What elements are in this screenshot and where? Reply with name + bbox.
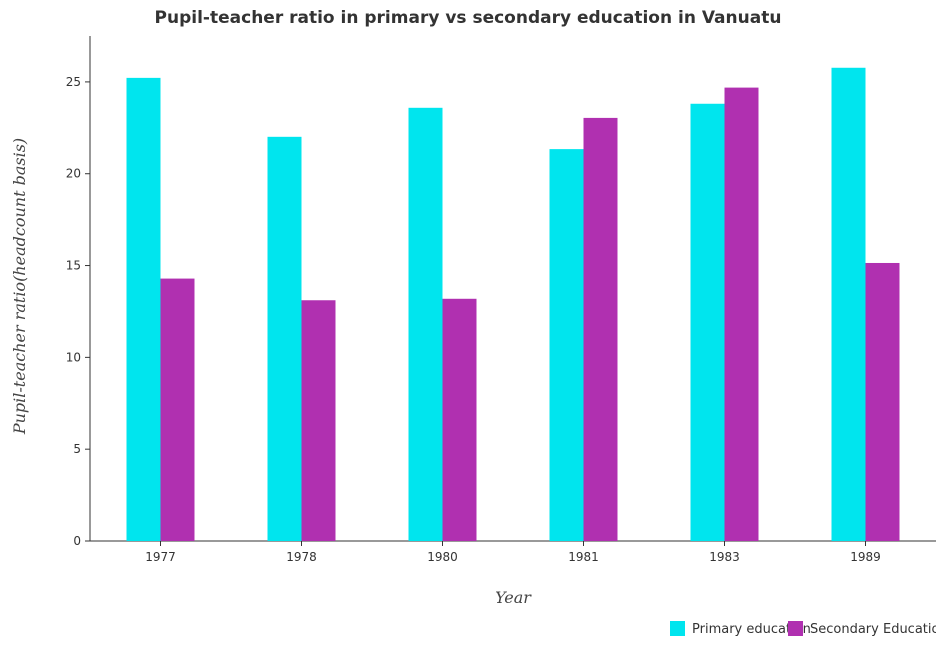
bars-group (126, 67, 900, 542)
x-tick-label: 1989 (850, 550, 881, 564)
primary-education-bar (267, 136, 302, 542)
x-tick-label: 1983 (709, 550, 740, 564)
y-axis: 0 5 10 15 20 25 (66, 75, 90, 548)
y-tick-label: 0 (73, 534, 81, 548)
secondary-education-bar (442, 298, 477, 541)
legend: Primary education Secondary Education (670, 621, 936, 637)
y-tick-label: 5 (73, 442, 81, 456)
secondary-education-bar (301, 300, 336, 541)
chart-title: Pupil-teacher ratio in primary vs second… (154, 8, 782, 28)
legend-swatch-primary (670, 621, 685, 636)
primary-education-bar (690, 103, 725, 542)
x-tick-label: 1977 (145, 550, 176, 564)
primary-education-bar (126, 77, 161, 542)
y-tick-label: 20 (66, 167, 81, 181)
primary-education-bar (408, 107, 443, 541)
plot-frame (89, 36, 936, 542)
primary-education-bar (549, 149, 584, 541)
x-tick-label: 1980 (427, 550, 458, 564)
y-tick-label: 25 (66, 75, 81, 89)
legend-label-primary: Primary education (692, 622, 811, 637)
x-tick-label: 1981 (568, 550, 599, 564)
x-axis: 1977 1978 1980 1981 1983 1989 (145, 541, 881, 564)
y-axis-title: Pupil-teacher ratio(headcount basis) (10, 138, 29, 435)
x-axis-title: Year (495, 588, 532, 607)
secondary-education-bar (160, 278, 195, 541)
secondary-education-bar (583, 117, 618, 541)
y-tick-label: 10 (66, 350, 81, 364)
x-tick-label: 1978 (286, 550, 317, 564)
primary-education-bar (831, 67, 866, 541)
secondary-education-bar (865, 262, 900, 541)
secondary-education-bar (724, 87, 759, 542)
y-tick-label: 15 (66, 259, 81, 273)
legend-swatch-secondary (788, 621, 803, 636)
legend-label-secondary: Secondary Education (810, 622, 936, 637)
